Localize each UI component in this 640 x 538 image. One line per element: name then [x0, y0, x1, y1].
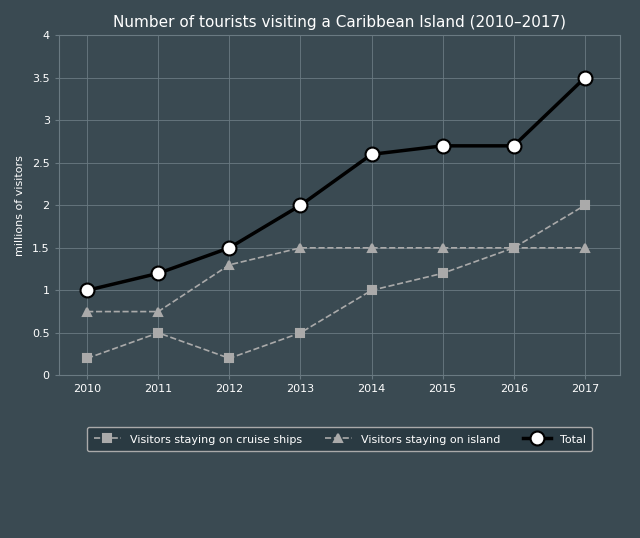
Visitors staying on island: [368, 245, 376, 251]
Total: [154, 270, 162, 277]
Visitors staying on island: [510, 245, 518, 251]
Visitors staying on island: [439, 245, 447, 251]
Visitors staying on cruise ships: [581, 202, 589, 209]
Total: [225, 245, 233, 251]
Visitors staying on cruise ships: [510, 245, 518, 251]
Y-axis label: millions of visitors: millions of visitors: [15, 155, 25, 256]
Visitors staying on island: [83, 308, 91, 315]
Visitors staying on island: [225, 261, 233, 268]
Line: Total: Total: [80, 71, 592, 298]
Visitors staying on cruise ships: [83, 355, 91, 362]
Visitors staying on cruise ships: [439, 270, 447, 277]
Visitors staying on cruise ships: [296, 330, 304, 336]
Visitors staying on island: [154, 308, 162, 315]
Visitors staying on cruise ships: [154, 330, 162, 336]
Visitors staying on island: [296, 245, 304, 251]
Visitors staying on island: [581, 245, 589, 251]
Total: [296, 202, 304, 209]
Total: [510, 143, 518, 149]
Total: [83, 287, 91, 294]
Visitors staying on cruise ships: [368, 287, 376, 294]
Total: [439, 143, 447, 149]
Line: Visitors staying on cruise ships: Visitors staying on cruise ships: [83, 201, 589, 363]
Line: Visitors staying on island: Visitors staying on island: [83, 244, 589, 316]
Title: Number of tourists visiting a Caribbean Island (2010–2017): Number of tourists visiting a Caribbean …: [113, 15, 566, 30]
Legend: Visitors staying on cruise ships, Visitors staying on island, Total: Visitors staying on cruise ships, Visito…: [87, 427, 592, 451]
Total: [368, 151, 376, 158]
Total: [581, 75, 589, 81]
Visitors staying on cruise ships: [225, 355, 233, 362]
